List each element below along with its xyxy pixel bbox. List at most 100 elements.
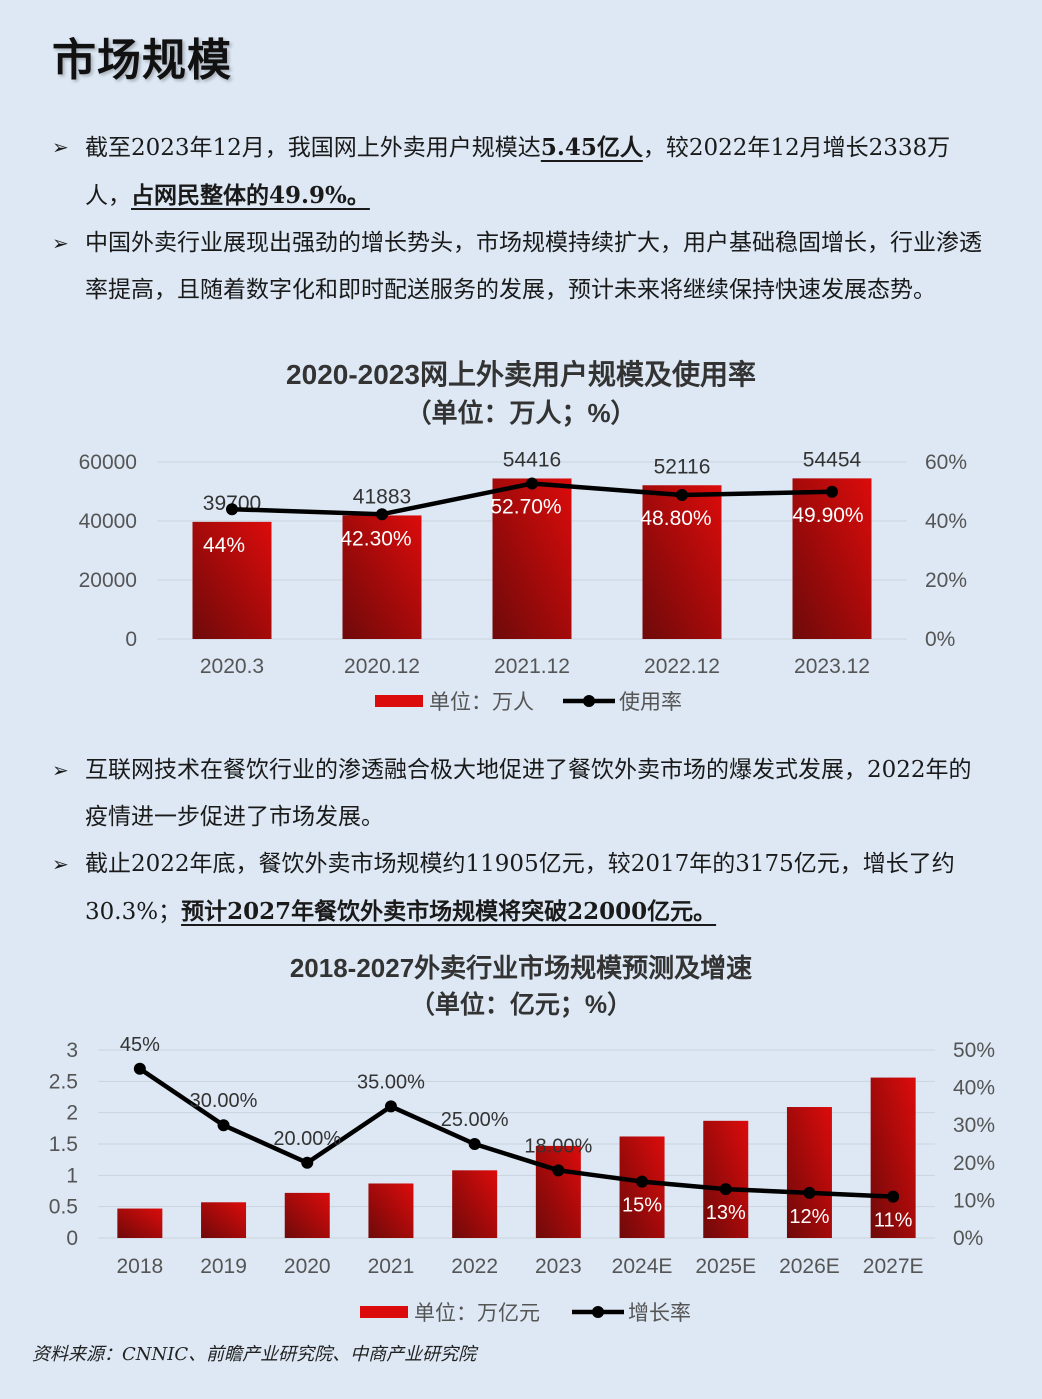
arrow-bullet-icon: ➢ [52,841,69,888]
bar-value-label: 41883 [353,485,411,508]
x-tick: 2026E [779,1255,840,1278]
x-tick: 2020.3 [200,655,264,678]
bullet-list-market-scale: ➢ 互联网技术在餐饮行业的渗透融合极大地促进了餐饮外卖市场的爆发式发展，2022年… [52,747,992,936]
arrow-bullet-icon: ➢ [52,124,69,171]
legend-marker [592,1306,604,1318]
chart-users-usage-rate: 2020-2023网上外卖用户规模及使用率 （单位：万人；%） 0 20000 4000… [0,350,1042,720]
line-point [301,1157,313,1169]
bullet-item: ➢ 截至2023年12月，我国网上外卖用户规模达5.45亿人，较2022年12月增… [52,124,992,220]
y-tick-left: 1 [66,1164,78,1187]
y-tick-right: 20% [925,569,967,592]
line-value-label: 44% [203,534,245,557]
bullet-text: 中国外卖行业展现出强劲的增长势头，市场规模持续扩大，用户基础稳固增长，行业渗透率… [85,230,982,303]
y-tick-right: 40% [953,1077,995,1100]
legend-swatch-bar [375,695,423,707]
y-tick-right: 50% [953,1039,995,1062]
y-tick-right: 40% [925,510,967,533]
y-tick-left: 0.5 [49,1196,78,1219]
line-value-label: 48.80% [640,507,711,530]
line-value-label: 18.00% [524,1135,592,1157]
y-tick-right: 0% [925,628,955,651]
line-point [526,478,538,490]
bar [285,1193,330,1238]
line-value-label: 42.30% [340,527,411,550]
legend-label-bar: 单位：万亿元 [414,1302,540,1325]
bullet-item: ➢ 中国外卖行业展现出强劲的增长势头，市场规模持续扩大，用户基础稳固增长，行业渗透… [52,220,992,314]
chart-market-size-forecast: 2018-2027外卖行业市场规模预测及增速 （单位：亿元；%） 0 0.5 1 1.5 2… [0,945,1042,1335]
bar [452,1170,497,1238]
x-tick: 2025E [695,1255,756,1278]
highlight-text: 预计2027年餐饮外卖市场规模将突破22000亿元。 [181,898,716,925]
arrow-bullet-icon: ➢ [52,747,69,794]
line-point [636,1176,648,1188]
line-point [469,1138,481,1150]
bar-value-label: 54454 [803,448,862,471]
y-tick-right: 20% [953,1152,995,1175]
line-point [385,1100,397,1112]
x-tick: 2023.12 [794,655,870,678]
bullet-text: 截至2023年12月，我国网上外卖用户规模达 [85,135,541,161]
highlight-text: 5.45亿人 [541,134,643,161]
line-point [826,486,838,498]
y-tick-left: 2.5 [49,1070,78,1093]
line-value-label: 15% [622,1195,662,1217]
x-tick: 2022.12 [644,655,720,678]
y-tick-right: 60% [925,451,967,474]
line-point [226,503,238,515]
page-title: 市场规模 [52,24,232,88]
y-tick-left: 1.5 [49,1133,78,1156]
bullet-text: 互联网技术在餐饮行业的渗透融合极大地促进了餐饮外卖市场的爆发式发展，2022年的… [85,757,972,830]
y-tick-right: 30% [953,1114,995,1137]
legend-marker [583,695,595,707]
y-tick-left: 60000 [79,451,137,474]
bullet-item: ➢ 截止2022年底，餐饮外卖市场规模约11905亿元，较2017年的3175亿元… [52,841,992,936]
y-tick-left: 0 [125,628,137,651]
line-point [134,1063,146,1075]
source-note: 资料来源：CNNIC、前瞻产业研究院、中商产业研究院 [32,1340,476,1366]
bullet-list-user-scale: ➢ 截至2023年12月，我国网上外卖用户规模达5.45亿人，较2022年12月增… [52,124,992,314]
line-value-label: 12% [789,1206,829,1228]
x-tick: 2022 [451,1255,498,1278]
line-value-label: 49.90% [792,504,863,527]
y-tick-right: 10% [953,1189,995,1212]
line-point [803,1187,815,1199]
y-tick-left: 3 [66,1039,78,1062]
x-tick: 2019 [200,1255,247,1278]
line-value-label: 35.00% [357,1071,425,1093]
legend-label-line: 使用率 [619,691,682,714]
y-tick-left: 40000 [79,510,137,533]
line-value-label: 20.00% [273,1128,341,1150]
bar [536,1146,581,1238]
legend-label-line: 增长率 [628,1302,691,1325]
chart-subtitle: （单位：万人；%） [405,398,636,428]
x-tick: 2020 [284,1255,331,1278]
x-tick: 2024E [612,1255,673,1278]
chart-subtitle: （单位：亿元；%） [410,990,632,1019]
bar [793,478,872,639]
chart-legend: 单位：万亿元 增长率 [360,1302,691,1325]
arrow-bullet-icon: ➢ [52,220,69,267]
bar [201,1202,246,1238]
x-tick: 2023 [535,1255,582,1278]
line-value-label: 30.00% [190,1090,258,1112]
chart-title: 2018-2027外卖行业市场规模预测及增速 [290,953,752,983]
x-tick: 2018 [116,1255,163,1278]
line-point [376,508,388,520]
line-value-label: 52.70% [490,496,561,519]
series-line [140,1069,893,1197]
bar-value-label: 54416 [503,448,561,471]
line-value-label: 25.00% [441,1109,509,1131]
x-tick: 2021.12 [494,655,570,678]
legend-swatch-bar [360,1306,408,1318]
legend-label-bar: 单位：万人 [429,691,534,714]
x-tick: 2027E [863,1255,924,1278]
bar [368,1183,413,1238]
y-tick-left: 20000 [79,569,137,592]
line-point [552,1164,564,1176]
chart-title: 2020-2023网上外卖用户规模及使用率 [286,358,756,390]
line-value-label: 13% [706,1202,746,1224]
line-point [887,1191,899,1203]
line-value-label: 11% [874,1210,913,1232]
chart-legend: 单位：万人 使用率 [375,691,682,714]
line-point [676,489,688,501]
